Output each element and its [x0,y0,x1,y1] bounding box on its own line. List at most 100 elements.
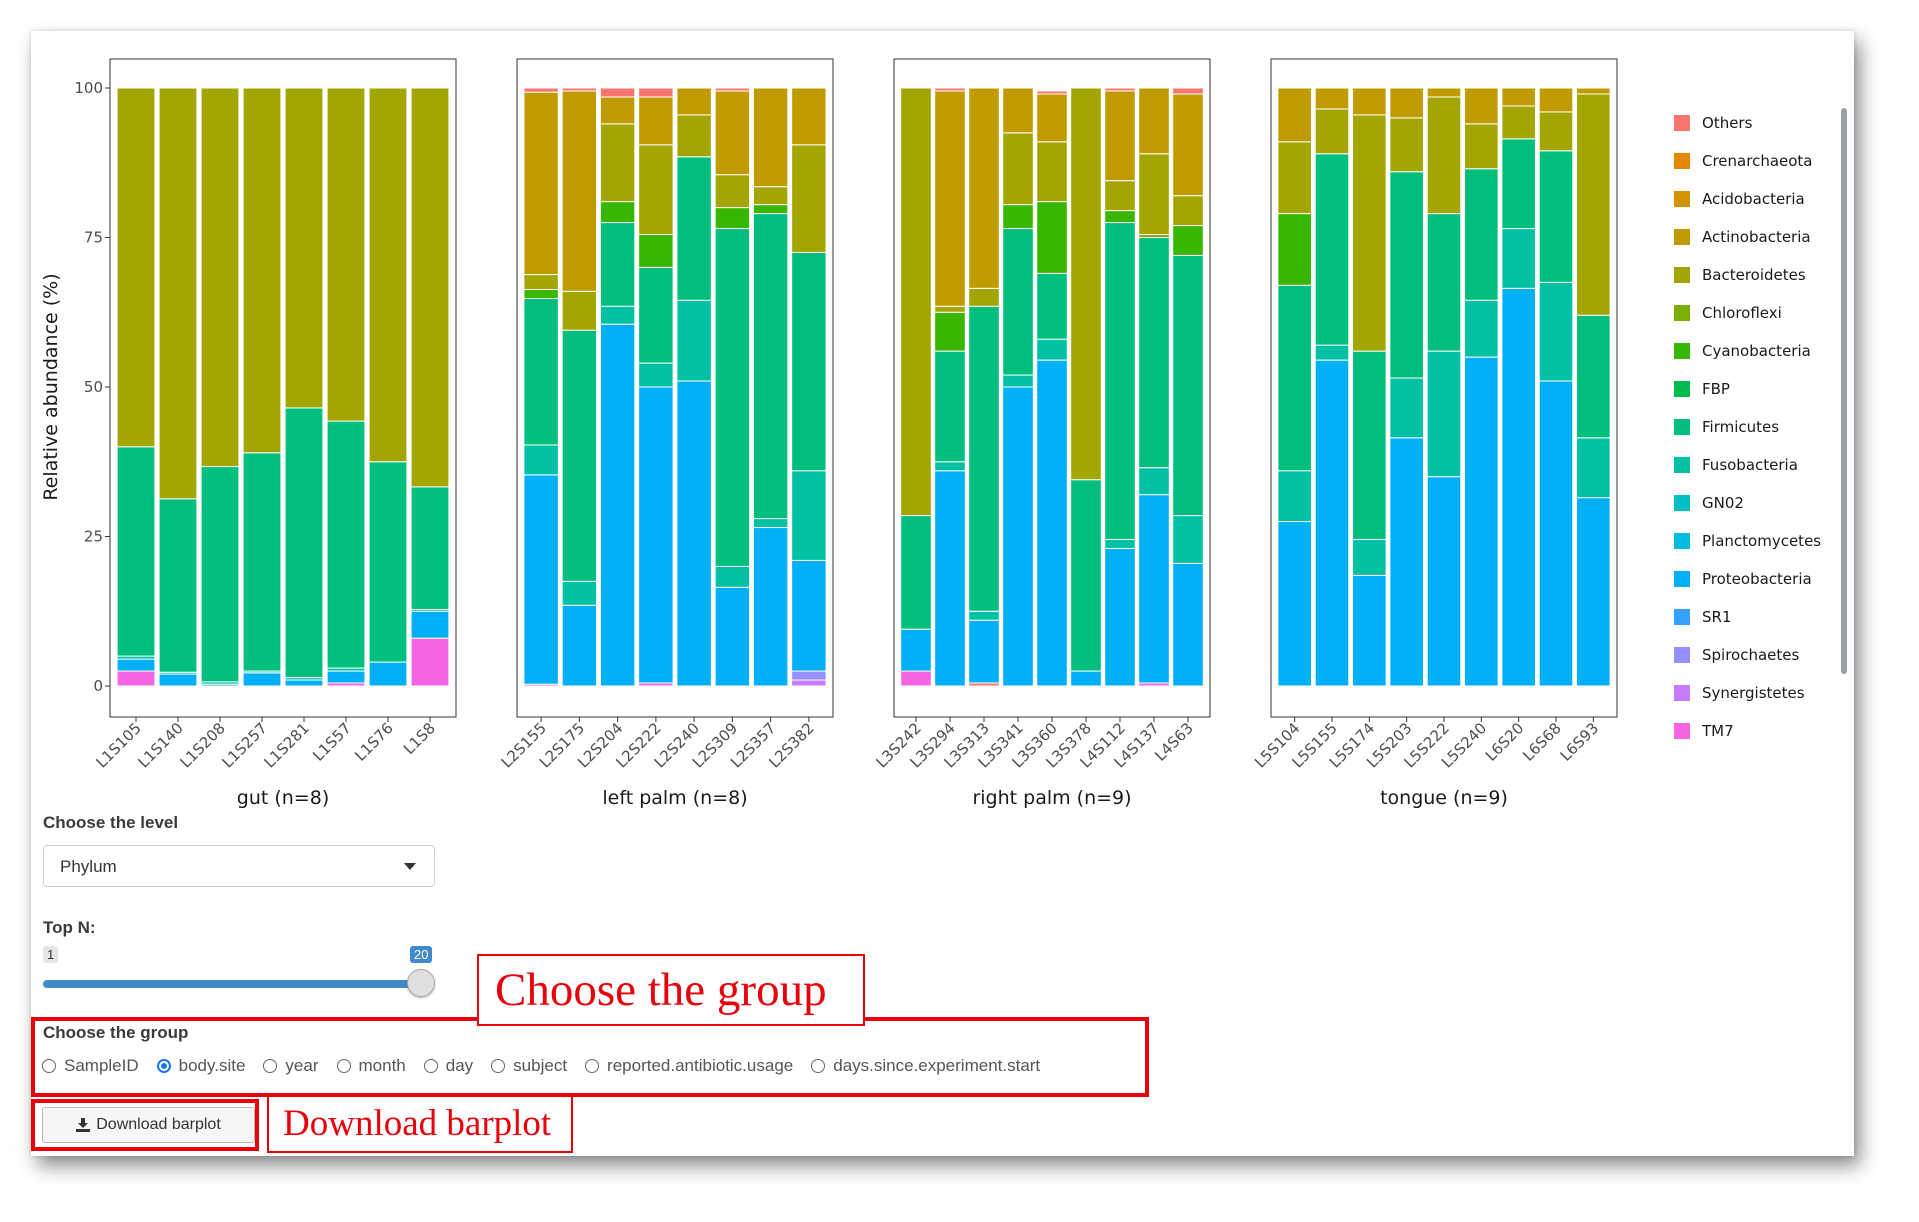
legend-label: Others [1702,114,1753,132]
bar-segment-cyanobacteria [523,289,559,299]
level-select[interactable]: Phylum [43,845,435,887]
bar-segment-firmicutes [1138,237,1170,469]
legend-label: Planctomycetes [1702,532,1821,550]
radio-option-sampleid[interactable]: SampleID [42,1056,139,1076]
bar-segment-actinobacteria [1314,87,1350,110]
bar-segment-bacteroidetes [242,87,282,454]
x-tick-label: L1S8 [400,719,439,758]
radio-button[interactable] [336,1059,351,1073]
bar-segment-actinobacteria [968,87,1000,289]
radio-option-label: month [358,1056,406,1075]
bar-segment-actinobacteria [752,87,789,188]
y-tick-label: 75 [84,229,103,247]
legend-label: Spirochaetes [1702,646,1800,664]
bar-segment-actinobacteria [523,91,559,276]
bar-segment-firmicutes [791,251,827,472]
legend-label: SR1 [1702,608,1732,626]
bar-segment-actinobacteria [1172,93,1204,197]
bar-segment-proteobacteria [714,586,751,687]
bar-segment-fusobacteria [752,518,789,529]
bar-segment-proteobacteria [599,323,636,687]
radio-button[interactable] [156,1059,171,1073]
bar-segment-actinobacteria [1352,87,1387,116]
legend-label: Chloroflexi [1702,304,1782,322]
topn-slider-track[interactable] [43,980,421,988]
bar-segment-proteobacteria [1314,359,1350,687]
group-label: Choose the group [43,1023,189,1042]
bar-segment-proteobacteria [900,628,932,672]
bar-segment-bacteroidetes [900,87,932,517]
legend-key [1674,381,1690,397]
bar-segment-bacteroidetes [599,123,636,203]
radio-option-label: body.site [178,1056,246,1075]
radio-button[interactable] [811,1059,826,1073]
bar-segment-firmicutes [1104,222,1136,540]
x-tick-label: L1S57 [309,719,355,765]
y-axis-title: Relative abundance (%) [40,273,62,500]
bar-segment-proteobacteria [116,658,156,672]
annotation-box-download [31,1099,259,1151]
radio-option-days-since-experiment-start[interactable]: days.since.experiment.start [811,1056,1040,1076]
y-tick-label: 25 [84,528,103,546]
legend-key [1674,723,1690,739]
y-tick-label: 100 [74,79,103,97]
legend-label: FBP [1702,380,1730,398]
radio-button[interactable] [585,1059,600,1073]
bar-segment-actinobacteria [638,96,674,146]
radio-button[interactable] [491,1059,506,1073]
bar-segment-fusobacteria [1389,377,1424,439]
legend-key [1674,571,1690,587]
bar-segment-fusobacteria [1501,228,1536,289]
radio-option-subject[interactable]: subject [491,1056,567,1076]
legend-label: Firmicutes [1702,418,1779,436]
bar-segment-bacteroidetes [158,87,198,500]
radio-option-label: subject [513,1056,568,1075]
bar-segment-fusobacteria [561,580,598,606]
bar-segment-proteobacteria [242,672,282,687]
bar-segment-proteobacteria [523,474,559,685]
bar-segment-firmicutes [1314,153,1350,346]
bar-segment-fusobacteria [968,610,1000,621]
legend-key [1674,495,1690,511]
radio-option-body-site[interactable]: body.site [156,1056,246,1076]
bar-segment-firmicutes [599,222,636,307]
bar-segment-fusobacteria [1576,437,1611,499]
bar-segment-firmicutes [1352,350,1387,540]
radio-option-reported-antibiotic-usage[interactable]: reported.antibiotic.usage [585,1056,793,1076]
bar-segment-firmicutes [1389,171,1424,379]
bar-segment-actinobacteria [1036,93,1068,143]
bar-segment-spirochaetes [791,670,827,681]
download-barplot-button[interactable]: Download barplot [42,1107,255,1143]
bar-segment-cyanobacteria [1002,204,1034,230]
bar-segment-bacteroidetes [752,186,789,206]
bar-segment-bacteroidetes [1036,141,1068,203]
radio-button[interactable] [423,1059,438,1073]
scrollbar-thumb[interactable] [1841,108,1847,674]
bar-segment-firmicutes [116,446,156,657]
bar-segment-bacteroidetes [1277,141,1312,215]
radio-option-year[interactable]: year [263,1056,319,1076]
bar-segment-firmicutes [1501,138,1536,230]
bar-segment-firmicutes [1426,213,1462,352]
callout-download: Download barplot [267,1095,573,1153]
bar-segment-firmicutes [200,466,240,683]
bar-segment-firmicutes [900,515,932,630]
download-button-label: Download barplot [96,1116,221,1133]
bar-segment-proteobacteria [1036,359,1068,687]
radio-button[interactable] [42,1059,56,1073]
bar-segment-bacteroidetes [1538,111,1574,152]
bar-segment-firmicutes [1464,168,1499,301]
legend-label: GN02 [1702,494,1744,512]
bar-segment-proteobacteria [1277,521,1312,687]
topn-slider-handle[interactable] [407,969,435,997]
x-tick-label: L1S208 [176,719,228,771]
bar-segment-bacteroidetes [638,144,674,236]
legend-key [1674,457,1690,473]
bar-segment-firmicutes [714,228,751,567]
bar-segment-bacteroidetes [1576,93,1611,316]
radio-option-label: day [445,1056,474,1075]
bar-segment-fusobacteria [934,461,966,472]
radio-option-day[interactable]: day [423,1056,474,1076]
radio-button[interactable] [263,1059,278,1073]
radio-option-month[interactable]: month [336,1056,406,1076]
